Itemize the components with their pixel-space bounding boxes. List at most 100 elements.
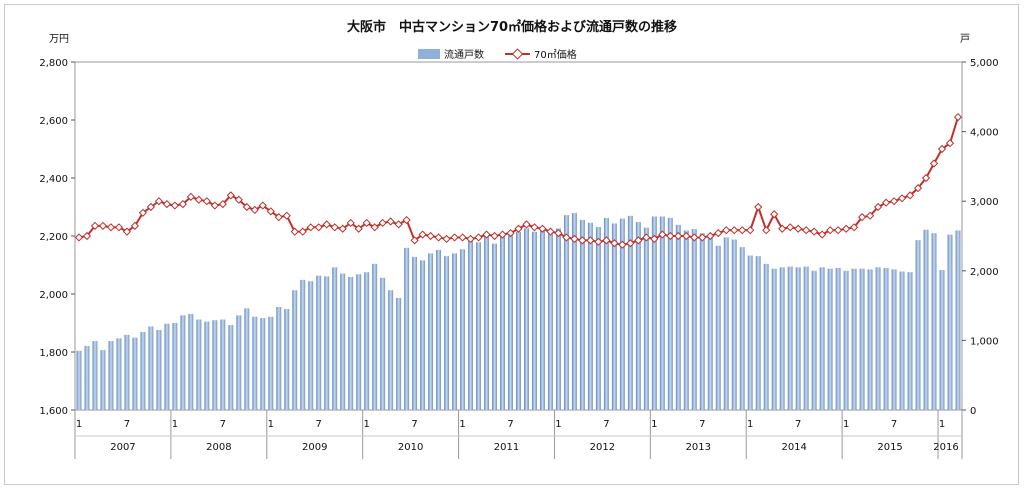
supply-bar	[835, 268, 841, 410]
price-point	[290, 227, 299, 236]
supply-bar	[260, 318, 266, 410]
price-point	[842, 224, 851, 233]
supply-bar	[651, 216, 657, 410]
supply-bar	[220, 319, 226, 410]
price-point	[778, 224, 787, 233]
price-point	[889, 197, 899, 206]
price-point	[386, 217, 395, 226]
price-point	[266, 207, 275, 216]
price-point	[897, 194, 907, 203]
supply-bar	[140, 332, 146, 410]
supply-bar	[555, 228, 561, 410]
supply-bar	[731, 239, 737, 410]
supply-bar	[547, 231, 553, 410]
price-point	[618, 240, 627, 249]
year-label: 2009	[302, 442, 327, 453]
supply-bar	[779, 267, 785, 410]
price-point	[554, 228, 563, 238]
price-point	[562, 233, 571, 242]
supply-bar	[116, 338, 122, 410]
left-tick-label: 1,600	[39, 406, 68, 417]
year-label: 2007	[110, 442, 135, 453]
supply-bar	[476, 242, 482, 410]
price-point	[666, 231, 675, 241]
price-point	[482, 230, 491, 239]
price-point	[762, 226, 771, 235]
month-tick-label: 7	[316, 419, 322, 430]
price-point	[746, 226, 755, 235]
price-point	[218, 199, 227, 209]
price-point	[578, 236, 587, 245]
legend-bar-swatch	[418, 49, 440, 59]
price-point	[522, 220, 531, 229]
price-point	[602, 236, 611, 245]
price-point	[826, 226, 835, 235]
price-point	[442, 234, 451, 244]
price-point	[818, 230, 827, 239]
supply-bar	[939, 270, 945, 410]
supply-bar	[444, 256, 450, 410]
supply-bar	[643, 227, 649, 410]
right-tick-label: 1,000	[970, 336, 999, 347]
price-point	[330, 223, 339, 232]
price-line	[74, 112, 963, 249]
price-point	[338, 224, 347, 233]
price-point	[945, 139, 955, 148]
price-point	[378, 218, 387, 228]
supply-bar	[683, 230, 689, 410]
price-point	[154, 197, 164, 206]
price-point	[418, 230, 427, 239]
supply-bar	[563, 215, 569, 410]
supply-bar	[883, 268, 889, 410]
left-axis-unit: 万円	[49, 34, 69, 45]
price-point	[466, 234, 475, 244]
supply-bar	[452, 253, 458, 410]
price-point	[834, 226, 843, 235]
price-point	[913, 184, 923, 193]
supply-bar	[492, 243, 497, 410]
year-label: 2012	[590, 442, 615, 453]
chart-title: 大阪市 中古マンション70㎡価格および流通戸数の推移	[347, 19, 677, 35]
supply-bar	[739, 247, 745, 410]
price-point	[434, 233, 443, 242]
price-point	[98, 221, 108, 230]
supply-bar	[611, 223, 617, 410]
supply-bar	[292, 290, 298, 410]
price-point	[114, 223, 124, 232]
supply-bar	[228, 325, 234, 410]
supply-bar	[579, 219, 585, 410]
price-point	[162, 199, 172, 209]
supply-bar	[156, 329, 162, 410]
price-point	[794, 224, 803, 233]
right-axis-unit: 戸	[960, 33, 970, 45]
price-point	[530, 223, 539, 232]
supply-bar	[587, 222, 593, 410]
supply-bar	[412, 256, 418, 410]
supply-bar	[148, 326, 154, 410]
supply-bar	[699, 233, 705, 410]
price-point	[170, 201, 179, 210]
price-point	[298, 227, 307, 236]
price-point	[690, 233, 699, 242]
supply-bar	[236, 315, 242, 410]
month-tick-label: 1	[459, 419, 465, 430]
supply-bar	[172, 323, 178, 410]
left-axis-ticks: 1,600 1,800 2,000 2,200 2,400 2,600 2,800	[39, 58, 75, 417]
supply-bar	[603, 217, 609, 410]
price-point	[850, 223, 859, 232]
month-tick-label: 1	[555, 419, 561, 430]
year-label: 2011	[494, 442, 519, 453]
price-point	[458, 233, 467, 242]
year-label: 2014	[781, 442, 806, 453]
price-point	[738, 226, 747, 235]
price-point	[810, 227, 819, 236]
price-point	[178, 199, 187, 209]
price-point	[282, 211, 291, 220]
price-point	[210, 201, 219, 210]
price-point	[722, 226, 731, 235]
price-point	[921, 173, 931, 183]
price-supply-chart: 大阪市 中古マンション70㎡価格および流通戸数の推移 万円 戸 流通戸数 70㎡…	[39, 19, 999, 459]
supply-bar	[420, 260, 426, 410]
month-tick-label: 1	[172, 419, 178, 430]
price-point	[937, 144, 947, 154]
